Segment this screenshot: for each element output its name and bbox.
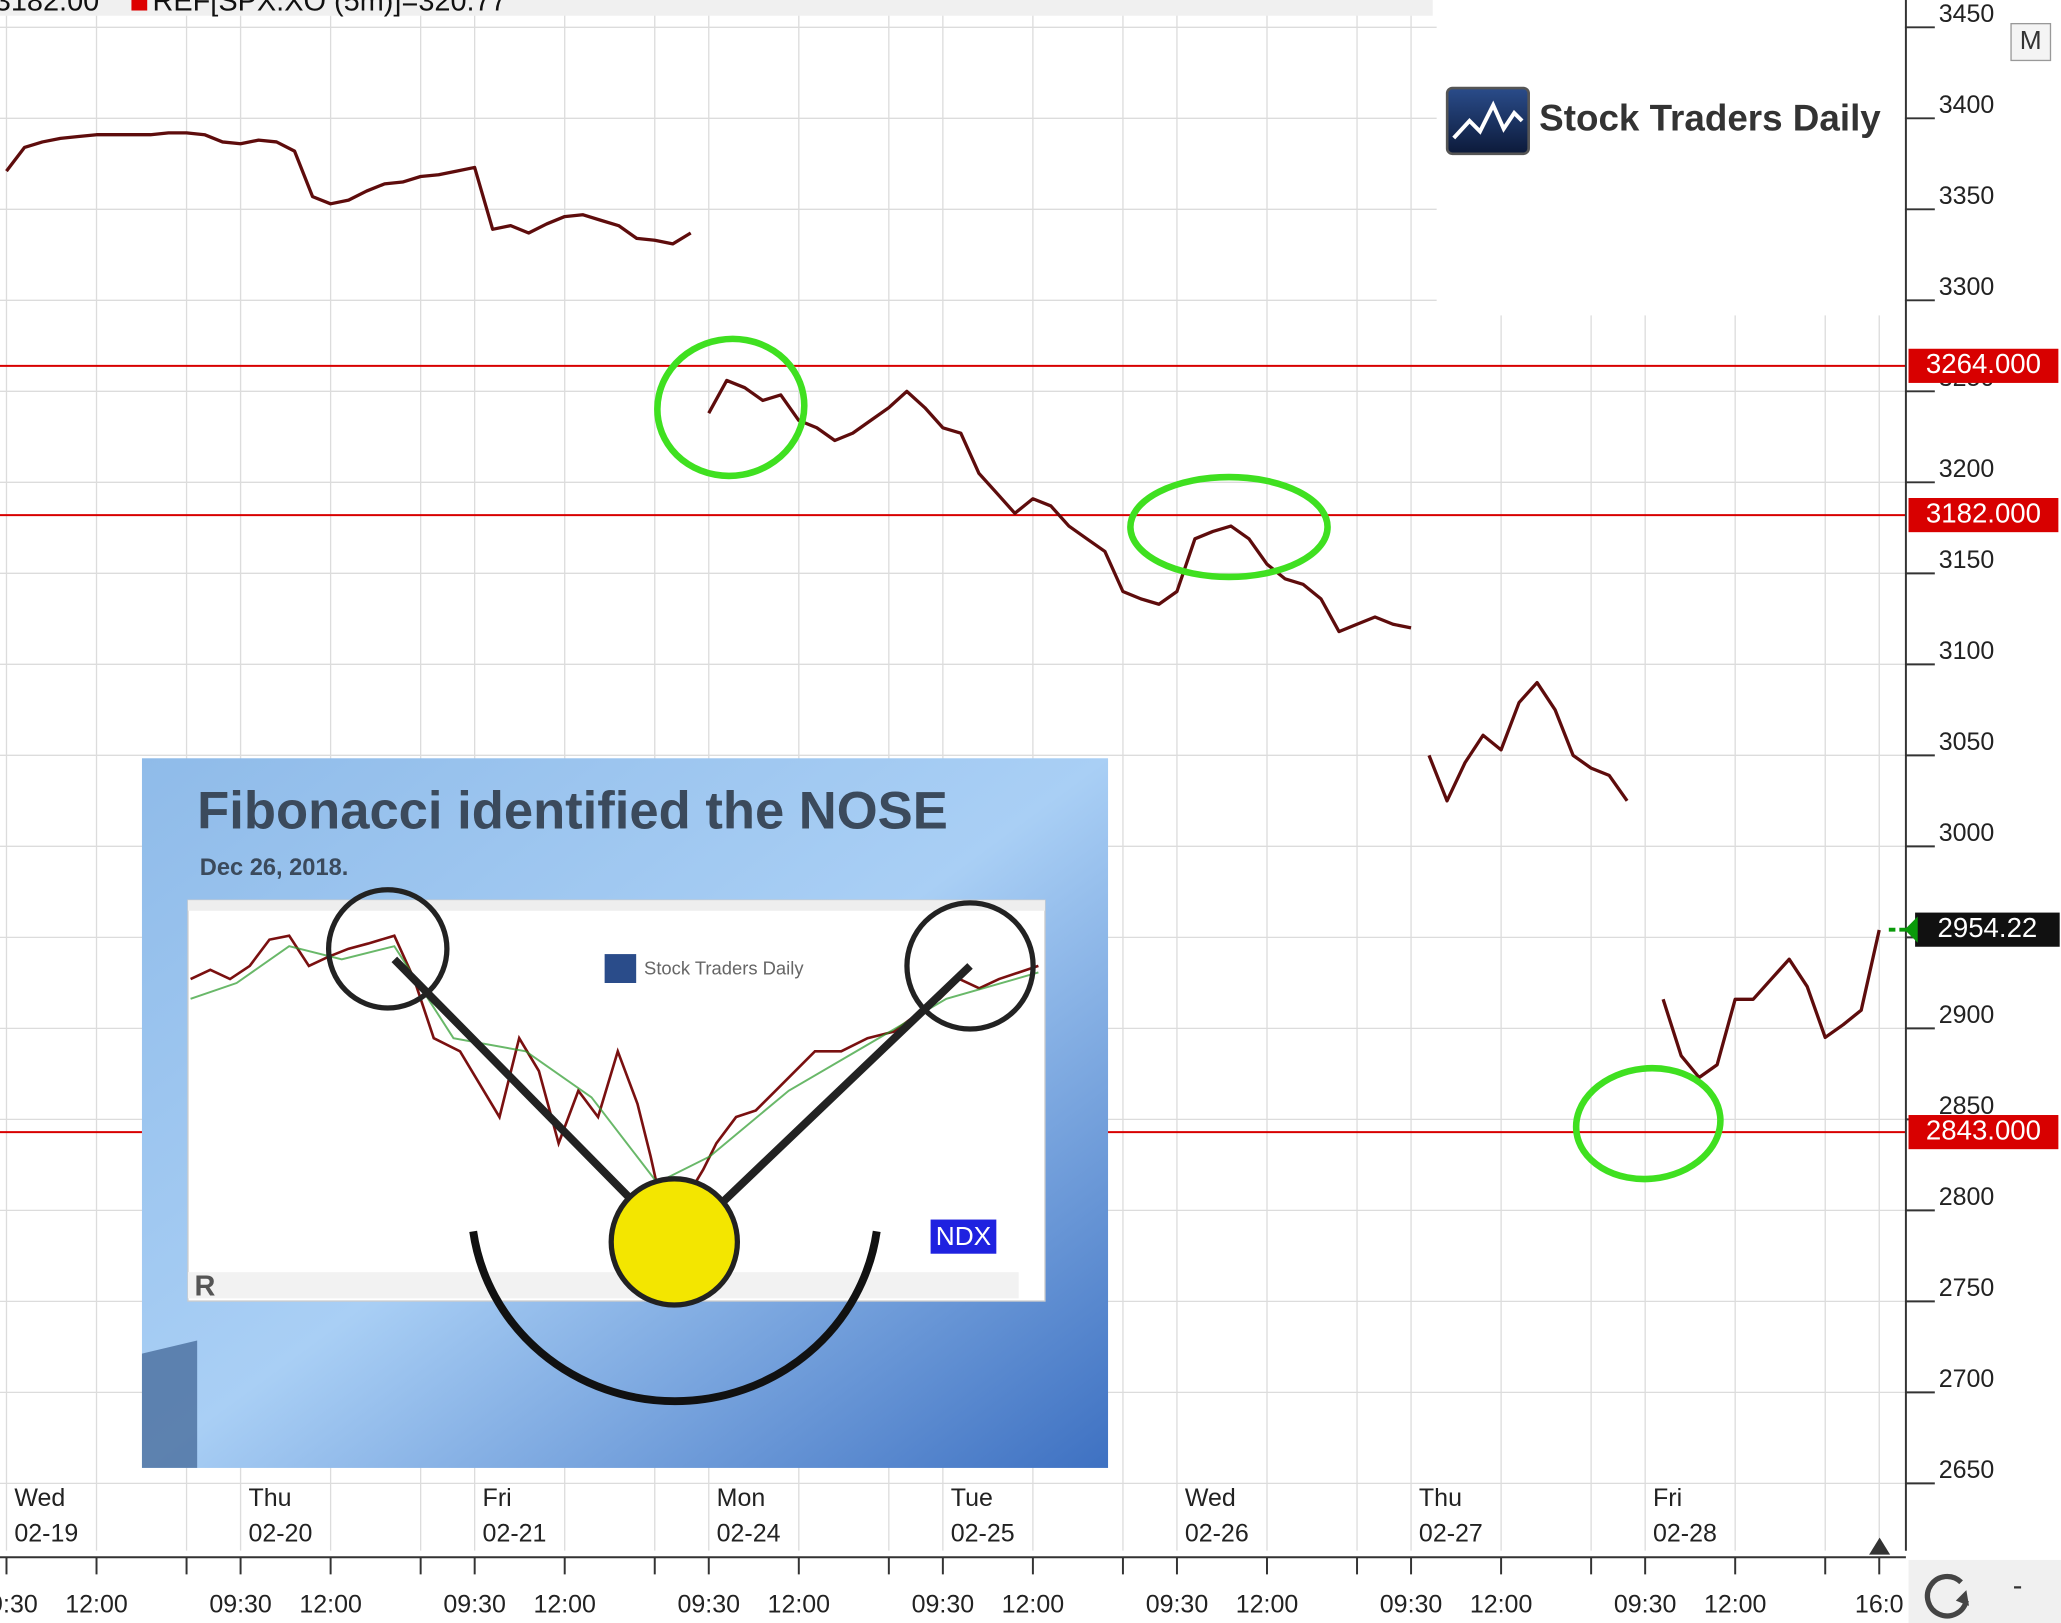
header-bar	[0, 0, 1433, 16]
menu-button-label[interactable]: M	[2020, 25, 2042, 55]
y-tick-label: 3350	[1939, 182, 1995, 210]
x-tick-label: 12:00	[768, 1591, 830, 1619]
inset-corner-shape	[141, 1340, 198, 1468]
day-date: 02-24	[717, 1520, 781, 1548]
price-line	[5, 131, 1881, 1080]
inset-symbol: NDX	[936, 1221, 991, 1251]
last-price-label: 2954.22	[1938, 912, 2038, 943]
x-tick-label: 09:30	[1380, 1591, 1442, 1619]
logo-panel	[1436, 0, 1905, 316]
y-tick-label: 3200	[1939, 455, 1995, 483]
minimize-button[interactable]: -	[2013, 1570, 2023, 1602]
inset-eye-left	[325, 887, 450, 1011]
logo-text: Stock Traders Daily	[1539, 98, 1881, 139]
x-tick-label: 12:00	[1236, 1591, 1298, 1619]
x-tick-label: 16:0	[1855, 1591, 1904, 1619]
day-date: 02-19	[14, 1520, 78, 1548]
refresh-button[interactable]	[1924, 1573, 1969, 1619]
y-tick-label: 3100	[1939, 637, 1995, 665]
inset-r-mark: R	[195, 1271, 216, 1303]
inset-chart-toolbar	[187, 900, 1045, 911]
last-price-box	[1915, 912, 2060, 947]
day-weekday: Thu	[248, 1484, 291, 1512]
header-ref: REF[SPX.XO (5m)]=320.77	[152, 0, 506, 17]
inset-symbol-box	[930, 1219, 997, 1254]
x-tick-label: 09:30	[1146, 1591, 1208, 1619]
x-tick-label: 09:30	[912, 1591, 974, 1619]
corner-panel	[1908, 1559, 2061, 1623]
inset-image: Fibonacci identified the NOSE Dec 26, 20…	[141, 758, 1109, 1468]
y-tick-label: 3400	[1939, 91, 1995, 119]
inset-line-right	[674, 963, 973, 1249]
x-tick-label: 09:30	[1614, 1591, 1676, 1619]
menu-button[interactable]	[2010, 22, 2052, 62]
x-tick-label: 12:00	[1704, 1591, 1766, 1619]
inset-title: Fibonacci identified the NOSE	[197, 782, 948, 841]
x-tick-label: 09:30	[209, 1591, 271, 1619]
y-tick-label: 2900	[1939, 1001, 1995, 1029]
inset-date: Dec 26, 2018.	[200, 855, 349, 881]
annotation-circle	[1127, 473, 1331, 581]
reference-label-box	[1908, 348, 2059, 383]
day-date: 02-21	[483, 1520, 547, 1548]
y-tick-label: 3300	[1939, 273, 1995, 301]
x-tick-label: 12:00	[1470, 1591, 1532, 1619]
annotation-circle	[1572, 1064, 1724, 1183]
x-tick-label: 12:00	[299, 1591, 361, 1619]
reference-label: 3182.000	[1926, 497, 2041, 528]
day-date: 02-26	[1185, 1520, 1249, 1548]
inset-logo-text: Stock Traders Daily	[644, 958, 804, 979]
y-tick-label: 2800	[1939, 1183, 1995, 1211]
day-date: 02-20	[248, 1520, 312, 1548]
y-tick-label: 2650	[1939, 1456, 1995, 1484]
x-tick-label: 09:30	[443, 1591, 505, 1619]
price-series	[5, 131, 1881, 1080]
y-tick-label: 3450	[1939, 0, 1995, 28]
header-swatch	[131, 0, 148, 11]
day-date: 02-28	[1653, 1520, 1717, 1548]
reference-label-box	[1908, 1115, 2059, 1150]
day-date: 02-25	[951, 1520, 1015, 1548]
logo-zigzag	[1452, 100, 1524, 140]
inset-smile	[469, 1230, 881, 1406]
x-tick-label: 12:00	[1002, 1591, 1064, 1619]
y-tick-label: 3050	[1939, 728, 1995, 756]
y-tick-label: 3150	[1939, 546, 1995, 574]
y-tick-label: 2750	[1939, 1274, 1995, 1302]
y-tick-label: 2700	[1939, 1365, 1995, 1393]
inset-eye-right	[904, 900, 1036, 1032]
reference-label: 3264.000	[1926, 348, 2041, 379]
x-tick-label: 12:00	[65, 1591, 127, 1619]
inset-chart-axis	[187, 1272, 1019, 1299]
day-weekday: Thu	[1419, 1484, 1462, 1512]
day-weekday: Wed	[1185, 1484, 1236, 1512]
inset-logo-icon	[604, 954, 637, 983]
day-weekday: Fri	[1653, 1484, 1682, 1512]
x-tick-label: 09:30	[678, 1591, 740, 1619]
inset-nose	[608, 1176, 741, 1308]
day-weekday: Fri	[483, 1484, 512, 1512]
day-weekday: Mon	[717, 1484, 766, 1512]
reference-label-box	[1908, 498, 2059, 533]
y-tick-label: 3000	[1939, 819, 1995, 847]
reference-label: 2843.000	[1926, 1114, 2041, 1145]
logo-icon	[1445, 86, 1530, 156]
x-tick-label: 09:30	[0, 1591, 38, 1619]
x-tick-label: 12:00	[533, 1591, 595, 1619]
day-weekday: Wed	[14, 1484, 65, 1512]
refresh-arrow[interactable]	[1955, 1590, 1969, 1606]
day-weekday: Tue	[951, 1484, 993, 1512]
annotation-circle	[654, 335, 808, 480]
header-value: 3182.00	[0, 0, 99, 17]
inset-price-line-green	[190, 945, 1039, 1184]
day-date: 02-27	[1419, 1520, 1483, 1548]
last-price-arrow	[1904, 916, 1918, 943]
scroll-marker	[1869, 1537, 1891, 1555]
